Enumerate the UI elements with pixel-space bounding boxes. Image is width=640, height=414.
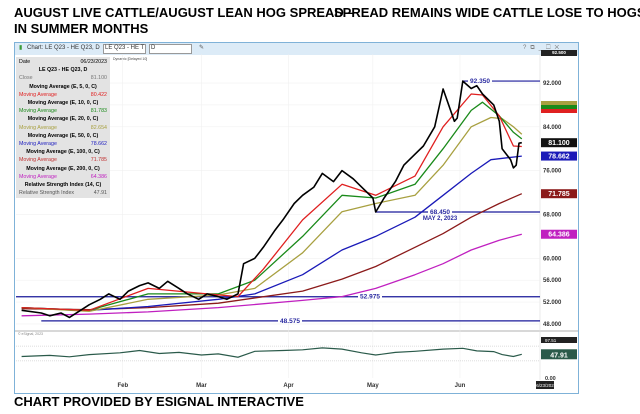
legend-date: 06/23/2023 <box>80 59 107 65</box>
y-tick-label: 48.000 <box>543 322 562 328</box>
legend-study-label: Moving Average <box>19 124 57 131</box>
footer-credit: CHART PROVIDED BY ESIGNAL INTERACTIVE <box>14 394 304 409</box>
y-tick-label: 84.000 <box>543 125 562 131</box>
data-legend: Date 06/23/2023 LE Q23 - HE Q23, D Close 8… <box>16 57 110 199</box>
y-tick-label: 92.000 <box>543 81 562 87</box>
interval-select[interactable]: D <box>149 44 192 54</box>
legend-study-label: Moving Average <box>19 157 57 164</box>
rsi-top-badge <box>541 337 577 343</box>
legend-study-label: Moving Average <box>19 91 57 98</box>
legend-close-label: Close <box>19 75 33 82</box>
level-label-bg <box>468 77 492 84</box>
series-ma100 <box>21 193 523 311</box>
help-icon[interactable]: ? <box>523 45 531 51</box>
rsi-value-badge <box>541 349 577 360</box>
price-badge-label: 78.662 <box>548 154 570 161</box>
series-close <box>21 80 522 319</box>
title-line-2: SPREAD REMAINS WIDE CATTLE LOSE TO HOGS <box>334 5 640 20</box>
price-badge-label: 71.785 <box>548 191 570 198</box>
price-badge <box>541 229 577 239</box>
legend-study-header: Moving Average (E, 20, 0, C) <box>27 116 99 123</box>
legend-study-header: Moving Average (E, 100, 0, C) <box>26 149 100 156</box>
y-tick-label: 52.000 <box>543 300 562 306</box>
legend-study-label: Moving Average <box>19 173 57 180</box>
legend-study-header: Relative Strength Index (14, C) <box>24 182 102 189</box>
close-icon[interactable]: ✕ <box>554 45 564 51</box>
feed-label: Dynamic [Delayed 10] <box>113 57 148 61</box>
legend-study-value: 81.783 <box>90 108 107 115</box>
series-ma10 <box>21 101 523 311</box>
level-label-bg <box>278 316 302 323</box>
series-ma5 <box>21 93 522 311</box>
legend-symbol: LE Q23 - HE Q23, D <box>38 67 88 74</box>
price-badge-label: 81.100 <box>548 140 570 147</box>
price-badge <box>541 151 577 161</box>
legend-study-header: Moving Average (E, 10, 0, C) <box>27 100 99 107</box>
legend-close: 81.100 <box>90 75 107 82</box>
price-badge <box>541 138 577 148</box>
legend-study-value: 82.654 <box>90 124 107 131</box>
ma10-badge <box>541 105 577 109</box>
legend-study-label: Relative Strength Index <box>19 190 75 197</box>
x-tick-label: Apr <box>283 383 294 389</box>
y-tick-label: 56.000 <box>543 278 562 284</box>
last-date-label: 06/23/2023 <box>534 383 557 388</box>
series-ma50 <box>21 155 522 311</box>
chart-toolbar: ▮ Chart: LE Q23 - HE Q23, D LE Q23 - HE … <box>15 43 578 55</box>
legend-study-value: 78.662 <box>90 141 107 148</box>
y-tick-label: 68.000 <box>543 212 562 218</box>
legend-study-value: 80.422 <box>90 91 107 98</box>
ma20-badge <box>541 101 577 105</box>
level-label-bg <box>428 207 452 214</box>
legend-study-header: Moving Average (E, 200, 0, C) <box>26 165 100 172</box>
level-label-bg <box>358 292 382 299</box>
x-tick-label: May <box>367 383 379 389</box>
page-title: AUGUST LIVE CATTLE/AUGUST LEAN HOG SPREA… <box>14 5 640 37</box>
legend-study-header: Moving Average (E, 50, 0, C) <box>27 132 99 139</box>
rsi-bottom-label: 0.00 <box>545 376 556 382</box>
maximize-icon[interactable]: ☐ <box>545 45 555 51</box>
title-line-1: AUGUST LIVE CATTLE/AUGUST LEAN HOG SPREA… <box>14 5 355 20</box>
price-badge-label: 92.500 <box>552 50 566 55</box>
last-date-badge <box>536 381 554 389</box>
rsi-top-label: 97.51 <box>545 338 557 343</box>
price-badge <box>541 50 577 56</box>
x-tick-label: Jun <box>455 383 466 389</box>
detach-icon[interactable]: ⧉ <box>530 45 539 51</box>
legend-study-label: Moving Average <box>19 141 57 148</box>
legend-study-header: Moving Average (E, 5, 0, C) <box>29 83 97 90</box>
level-date-label: MAY 2, 2023 <box>423 216 458 222</box>
legend-study-value: 64.386 <box>90 173 107 180</box>
title-line-3: IN SUMMER MONTHS <box>14 21 149 36</box>
y-tick-label: 76.000 <box>543 169 562 175</box>
level-label: 68.450 <box>430 209 450 216</box>
rsi-line <box>21 347 522 358</box>
minimize-icon[interactable]: _ <box>538 45 546 51</box>
ma5-badge <box>541 109 577 113</box>
price-badge-label: 64.386 <box>548 232 570 239</box>
x-tick-label: Mar <box>196 383 207 389</box>
x-tick-label: Feb <box>117 383 128 389</box>
legend-study-value: 47.91 <box>93 190 107 197</box>
window-controls[interactable]: ?⧉_☐✕ <box>523 45 563 52</box>
chart-icon: ▮ <box>19 45 23 51</box>
y-tick-label: 60.000 <box>543 256 562 262</box>
legend-study-value: 71.785 <box>90 157 107 164</box>
level-label: 48.575 <box>280 318 300 325</box>
symbol-input[interactable]: LE Q23 - HE T <box>103 44 146 54</box>
level-label: 92.350 <box>470 78 490 85</box>
legend-study-label: Moving Average <box>19 108 57 115</box>
series-ma200 <box>21 233 522 317</box>
chart-label: Chart: LE Q23 - HE Q23, D <box>27 45 100 51</box>
level-label: 52.975 <box>360 294 380 301</box>
rsi-value-label: 47.91 <box>550 352 568 359</box>
legend-date-label: Date <box>19 59 31 65</box>
price-badge <box>541 189 577 199</box>
watermark: © eSignal, 2023 <box>18 332 43 336</box>
pencil-icon[interactable]: ✎ <box>199 45 205 51</box>
